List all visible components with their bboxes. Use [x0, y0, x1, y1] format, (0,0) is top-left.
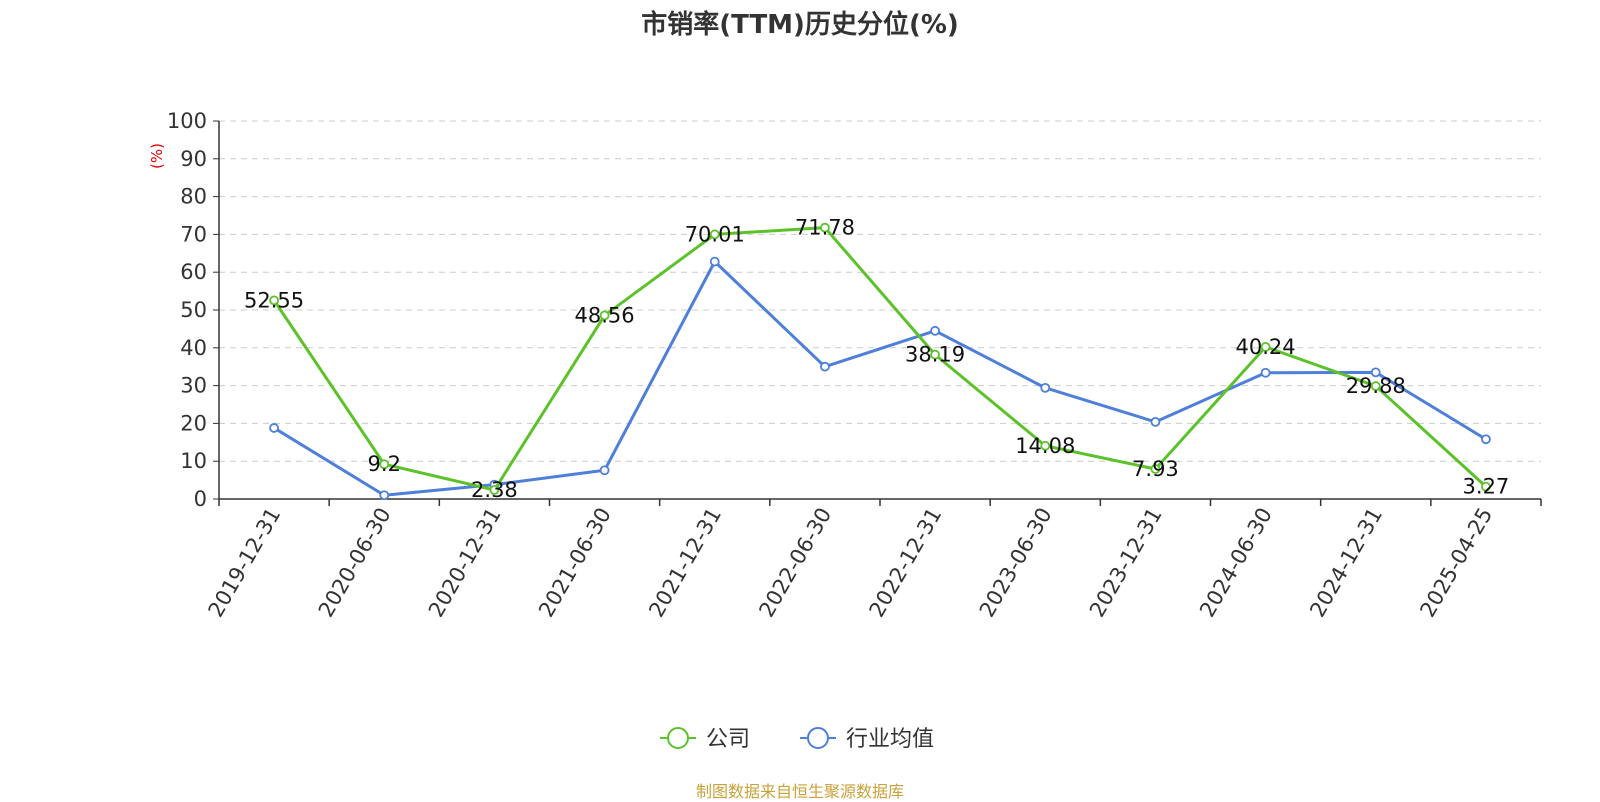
data-label: 9.2	[368, 452, 401, 476]
data-point	[709, 229, 720, 240]
y-tick-label: 50	[180, 298, 207, 322]
x-tick-label: 2023-12-31	[1085, 504, 1167, 622]
x-tick-label: 2025-04-25	[1415, 504, 1497, 622]
x-tick-label: 2020-06-30	[314, 504, 396, 622]
x-tick-label: 2022-06-30	[754, 504, 836, 622]
data-point	[1260, 367, 1271, 378]
x-tick-label: 2019-12-31	[204, 504, 286, 622]
data-label: 2.38	[471, 478, 518, 502]
data-point	[1040, 382, 1051, 393]
data-label: 48.56	[575, 303, 635, 327]
data-label: 7.93	[1132, 457, 1179, 481]
data-label: 52.55	[244, 288, 304, 312]
legend-label: 公司	[706, 727, 750, 752]
x-tick-label: 2021-12-31	[644, 504, 726, 622]
data-point	[599, 465, 610, 476]
data-label: 14.08	[1015, 434, 1075, 458]
y-tick-label: 90	[180, 147, 207, 171]
data-label: 38.19	[905, 343, 965, 367]
y-tick-label: 10	[180, 449, 207, 473]
data-point	[820, 222, 830, 233]
x-tick-label: 2020-12-31	[424, 504, 506, 622]
chart-title: 市销率(TTM)历史分位(%)	[641, 10, 959, 40]
data-point	[379, 459, 390, 470]
y-tick-label: 40	[180, 336, 207, 360]
y-tick-label: 100	[167, 109, 207, 133]
data-point	[1150, 416, 1161, 427]
data-point	[930, 349, 940, 360]
data-label: 70.01	[685, 222, 745, 246]
x-tick-label: 2024-12-31	[1305, 504, 1387, 622]
data-point	[1370, 381, 1381, 391]
data-point	[930, 325, 940, 336]
data-point	[1150, 464, 1161, 474]
x-tick-label: 2023-06-30	[975, 504, 1057, 622]
x-tick-label: 2024-06-30	[1195, 504, 1277, 622]
y-tick-label: 80	[180, 185, 207, 209]
data-point	[1260, 341, 1271, 352]
legend-marker	[667, 727, 689, 749]
data-point	[599, 310, 610, 321]
data-point	[820, 361, 830, 372]
data-point	[379, 490, 390, 501]
data-point	[489, 485, 500, 495]
y-tick-label: 0	[194, 487, 207, 511]
data-point	[269, 295, 279, 306]
legend-marker	[807, 727, 829, 749]
y-tick-label: 20	[180, 411, 207, 435]
data-point	[709, 256, 720, 267]
data-point	[1040, 440, 1051, 451]
y-tick-label: 60	[180, 260, 207, 284]
series-line-company	[272, 226, 1487, 492]
y-axis-label: (%)	[148, 143, 166, 169]
data-point	[1481, 481, 1491, 492]
x-tick-label: 2021-06-30	[534, 504, 616, 622]
y-tick-label: 30	[180, 374, 207, 398]
x-tick-label: 2022-12-31	[865, 504, 947, 622]
data-source-note: 制图数据来自恒生聚源数据库	[695, 782, 904, 801]
data-label: 71.78	[795, 216, 855, 240]
y-tick-label: 70	[180, 222, 207, 246]
data-point	[1370, 367, 1381, 378]
series-line-industry-average	[273, 260, 1487, 497]
data-label: 40.24	[1236, 335, 1296, 359]
data-label: 3.27	[1463, 475, 1510, 499]
data-point	[269, 423, 279, 433]
data-point	[1481, 434, 1491, 445]
legend-label: 行业均值	[846, 727, 934, 752]
data-label: 29.88	[1346, 374, 1406, 398]
